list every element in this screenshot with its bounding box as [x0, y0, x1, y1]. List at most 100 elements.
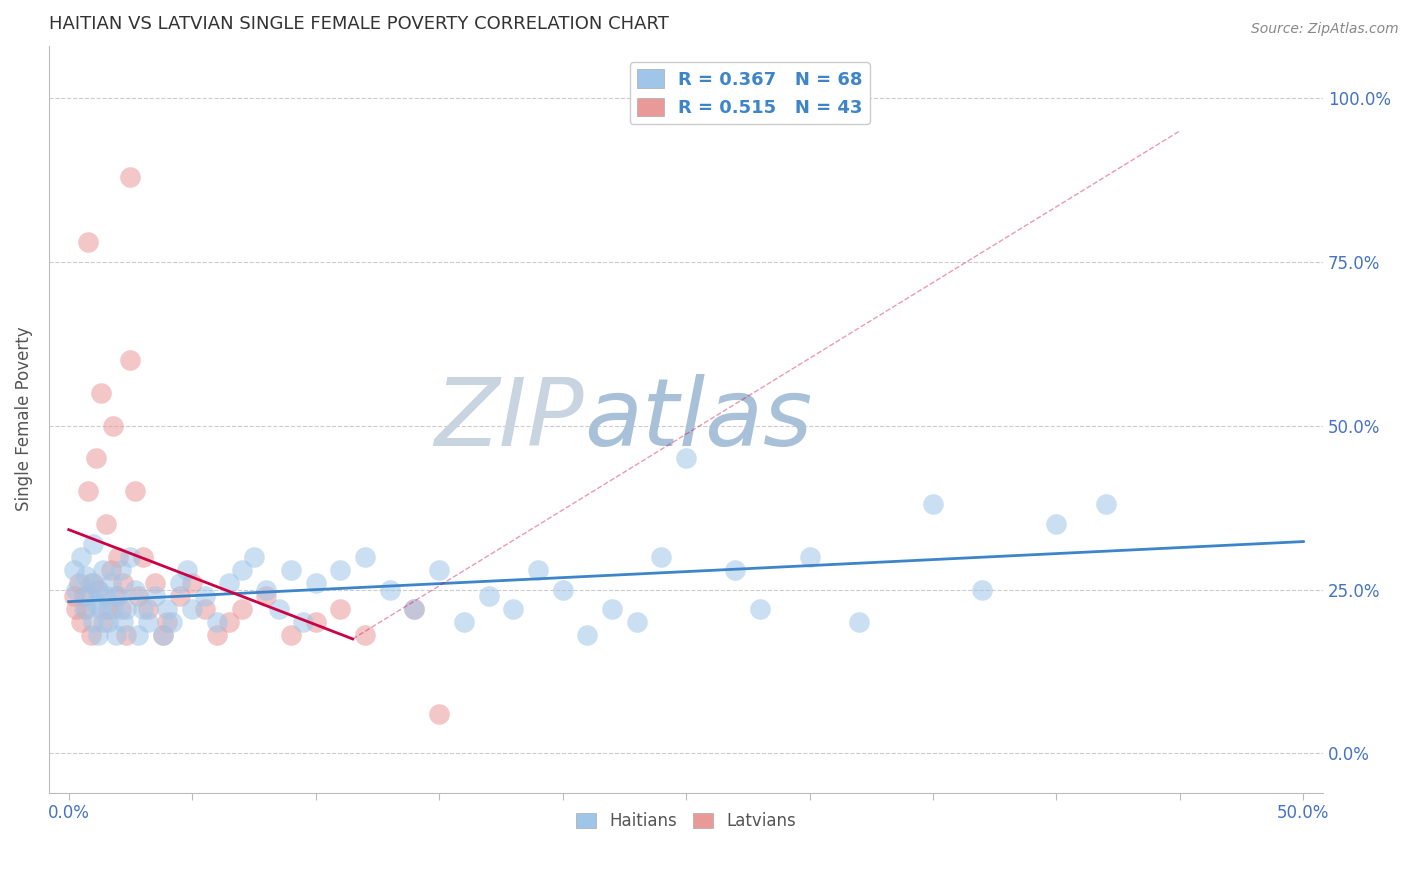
Point	[292, 615, 315, 630]
Point	[114, 628, 136, 642]
Point	[152, 628, 174, 642]
Point	[65, 582, 87, 597]
Point	[82, 536, 104, 550]
Point	[110, 563, 132, 577]
Point	[84, 596, 107, 610]
Point	[77, 484, 100, 499]
Point	[75, 602, 97, 616]
Point	[527, 563, 550, 577]
Point	[378, 582, 401, 597]
Point	[243, 549, 266, 564]
Point	[181, 602, 204, 616]
Point	[97, 602, 120, 616]
Point	[404, 602, 426, 616]
Point	[576, 628, 599, 642]
Point	[104, 589, 127, 603]
Point	[1045, 516, 1067, 531]
Point	[267, 602, 290, 616]
Point	[136, 615, 159, 630]
Point	[127, 628, 149, 642]
Point	[112, 576, 135, 591]
Point	[143, 589, 166, 603]
Y-axis label: Single Female Poverty: Single Female Poverty	[15, 326, 32, 511]
Point	[82, 615, 104, 630]
Point	[218, 615, 240, 630]
Point	[477, 589, 499, 603]
Point	[453, 615, 475, 630]
Point	[100, 576, 122, 591]
Point	[75, 569, 97, 583]
Point	[70, 549, 93, 564]
Point	[120, 549, 142, 564]
Point	[922, 497, 945, 511]
Point	[84, 451, 107, 466]
Point	[62, 563, 84, 577]
Point	[675, 451, 697, 466]
Point	[329, 602, 352, 616]
Text: Source: ZipAtlas.com: Source: ZipAtlas.com	[1251, 22, 1399, 37]
Point	[90, 602, 112, 616]
Point	[94, 589, 117, 603]
Point	[799, 549, 821, 564]
Point	[124, 582, 146, 597]
Point	[650, 549, 672, 564]
Point	[112, 615, 135, 630]
Point	[65, 602, 87, 616]
Point	[231, 563, 253, 577]
Point	[91, 563, 114, 577]
Point	[280, 563, 302, 577]
Point	[848, 615, 870, 630]
Point	[427, 706, 450, 721]
Legend: Haitians, Latvians: Haitians, Latvians	[569, 805, 803, 837]
Point	[218, 576, 240, 591]
Point	[94, 516, 117, 531]
Point	[626, 615, 648, 630]
Point	[143, 576, 166, 591]
Point	[136, 602, 159, 616]
Point	[193, 602, 215, 616]
Point	[404, 602, 426, 616]
Point	[107, 549, 129, 564]
Point	[205, 628, 228, 642]
Point	[104, 628, 127, 642]
Point	[551, 582, 574, 597]
Point	[1095, 497, 1118, 511]
Point	[502, 602, 524, 616]
Point	[193, 589, 215, 603]
Point	[91, 615, 114, 630]
Point	[724, 563, 747, 577]
Point	[749, 602, 772, 616]
Point	[205, 615, 228, 630]
Point	[254, 582, 277, 597]
Point	[72, 589, 94, 603]
Point	[101, 602, 124, 616]
Point	[254, 589, 277, 603]
Point	[120, 169, 142, 184]
Point	[162, 615, 184, 630]
Point	[132, 602, 155, 616]
Point	[305, 576, 328, 591]
Point	[107, 589, 129, 603]
Point	[972, 582, 994, 597]
Point	[70, 615, 93, 630]
Point	[80, 628, 103, 642]
Point	[152, 628, 174, 642]
Point	[354, 549, 377, 564]
Point	[62, 589, 84, 603]
Point	[156, 615, 179, 630]
Point	[87, 628, 110, 642]
Point	[67, 576, 90, 591]
Point	[101, 418, 124, 433]
Point	[87, 582, 110, 597]
Text: atlas: atlas	[583, 374, 813, 465]
Point	[110, 602, 132, 616]
Point	[97, 615, 120, 630]
Point	[427, 563, 450, 577]
Point	[169, 589, 191, 603]
Point	[231, 602, 253, 616]
Point	[169, 576, 191, 591]
Point	[305, 615, 328, 630]
Point	[124, 484, 146, 499]
Point	[181, 576, 204, 591]
Point	[77, 235, 100, 250]
